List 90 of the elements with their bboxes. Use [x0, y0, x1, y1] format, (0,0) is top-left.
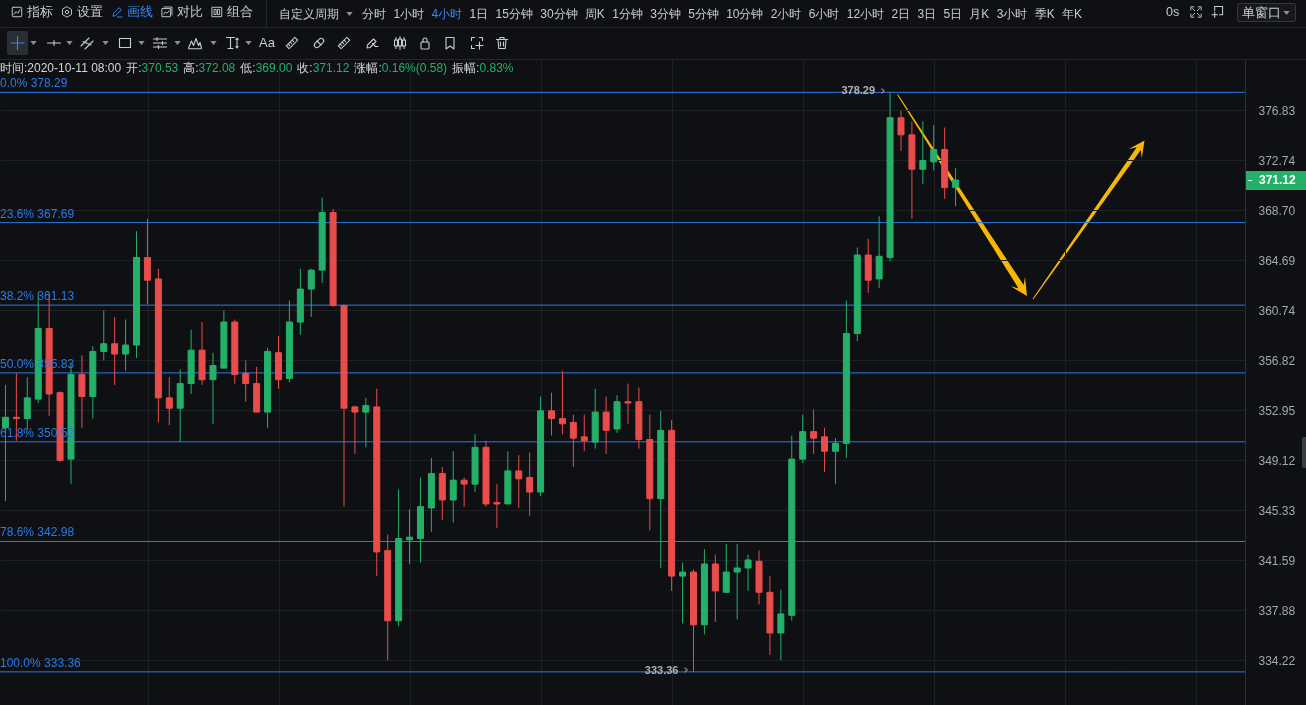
text: 画线 [127, 5, 153, 19]
y-tick-label: 368.70 [1258, 203, 1296, 218]
ref-line-label: 23.6% 367.69 [0, 206, 75, 221]
annotation: 收:371.12 [297, 61, 350, 75]
text: 1小时 [393, 6, 425, 21]
candlestick [919, 120, 927, 185]
text: 对比 [177, 5, 203, 19]
y-tick-label: 364.69 [1258, 253, 1296, 268]
candlestick [242, 359, 250, 403]
candlestick [777, 589, 785, 661]
text: Aa [259, 35, 275, 50]
y-tick-label: 372.74 [1258, 153, 1296, 168]
y-tick-label: 349.12 [1258, 453, 1296, 468]
text: 12小时 [846, 6, 885, 21]
text: 设置 [77, 5, 103, 19]
candlestick [580, 414, 588, 452]
candlestick [831, 437, 839, 485]
text: 30分钟 [540, 6, 578, 21]
annotation: 振幅:0.83% [452, 61, 514, 75]
candlestick [526, 452, 534, 517]
text: 0s [1166, 5, 1180, 19]
y-tick-label: 334.22 [1258, 653, 1296, 668]
candlestick [449, 450, 457, 524]
annotation: 涨幅:0.16%(0.58) [354, 61, 448, 75]
candlestick [406, 508, 414, 565]
price-tag: 371.12 [1246, 170, 1306, 190]
text: 指标 [27, 5, 53, 19]
text: 自定义周期 [279, 6, 339, 21]
candlestick [744, 554, 752, 592]
y-tick-label: 356.82 [1258, 353, 1296, 368]
annotation: 高:372.08 [183, 61, 236, 75]
candlestick [722, 543, 730, 593]
text: 3分钟 [650, 6, 681, 21]
text: 分时 [362, 6, 387, 21]
y-tick-label: 352.95 [1258, 403, 1296, 418]
candlestick [165, 376, 173, 426]
text: 周K [584, 6, 605, 21]
text: 月K [969, 6, 990, 21]
text: 4小时 [431, 6, 463, 21]
candlestick [548, 392, 556, 437]
candlestick [209, 352, 217, 425]
candlestick [78, 354, 86, 429]
candlestick [100, 310, 108, 361]
ref-line-label: 78.6% 342.98 [0, 525, 75, 540]
text: 3日 [917, 6, 937, 21]
candlestick [307, 268, 315, 318]
text: 季K [1034, 6, 1055, 21]
y-tick-label: 376.83 [1258, 103, 1296, 118]
candlestick [733, 543, 741, 620]
annotation: 时间:2020-10-11 08:00 [0, 61, 122, 75]
candlestick [602, 396, 610, 455]
candlestick [624, 383, 632, 425]
candlestick [515, 454, 523, 509]
candlestick [143, 218, 151, 305]
candlestick [810, 409, 818, 455]
candlestick [952, 167, 960, 207]
candlestick [875, 215, 883, 289]
candlestick [897, 109, 905, 152]
text: 5分钟 [688, 6, 719, 21]
candlestick [821, 427, 829, 473]
candlestick [460, 477, 468, 508]
candlestick [558, 370, 566, 435]
y-tick-label: 341.59 [1258, 553, 1296, 568]
candlestick [122, 319, 130, 372]
dropdown-button: 单窗口 [1237, 3, 1296, 22]
candlestick [679, 562, 687, 624]
candlestick [351, 405, 359, 455]
text: 年K [1061, 6, 1082, 21]
text: 15分钟 [495, 6, 533, 21]
text: 组合 [227, 5, 253, 19]
candlestick [111, 316, 119, 386]
text: 3小时 [996, 6, 1028, 21]
ref-line-label: 0.0% 378.29 [0, 76, 68, 91]
text: 5日 [943, 6, 963, 21]
text: 2日 [891, 6, 911, 21]
text: 1分钟 [612, 6, 643, 21]
annotation: 开:370.53 [126, 61, 179, 75]
candlestick [493, 483, 501, 529]
text: 6小时 [808, 6, 840, 21]
ref-line-label: 100.0% 333.36 [0, 655, 82, 670]
y-tick-label: 360.74 [1258, 303, 1296, 318]
candlestick [930, 124, 938, 171]
candlestick [362, 397, 370, 448]
y-tick-label: 345.33 [1258, 503, 1296, 518]
annotation: 低:369.00 [240, 61, 293, 75]
candlestick [569, 414, 577, 468]
y-tick-label: 337.88 [1258, 603, 1296, 618]
text: 2小时 [770, 6, 802, 21]
text: 1日 [469, 6, 489, 21]
text: 10分钟 [726, 6, 764, 21]
